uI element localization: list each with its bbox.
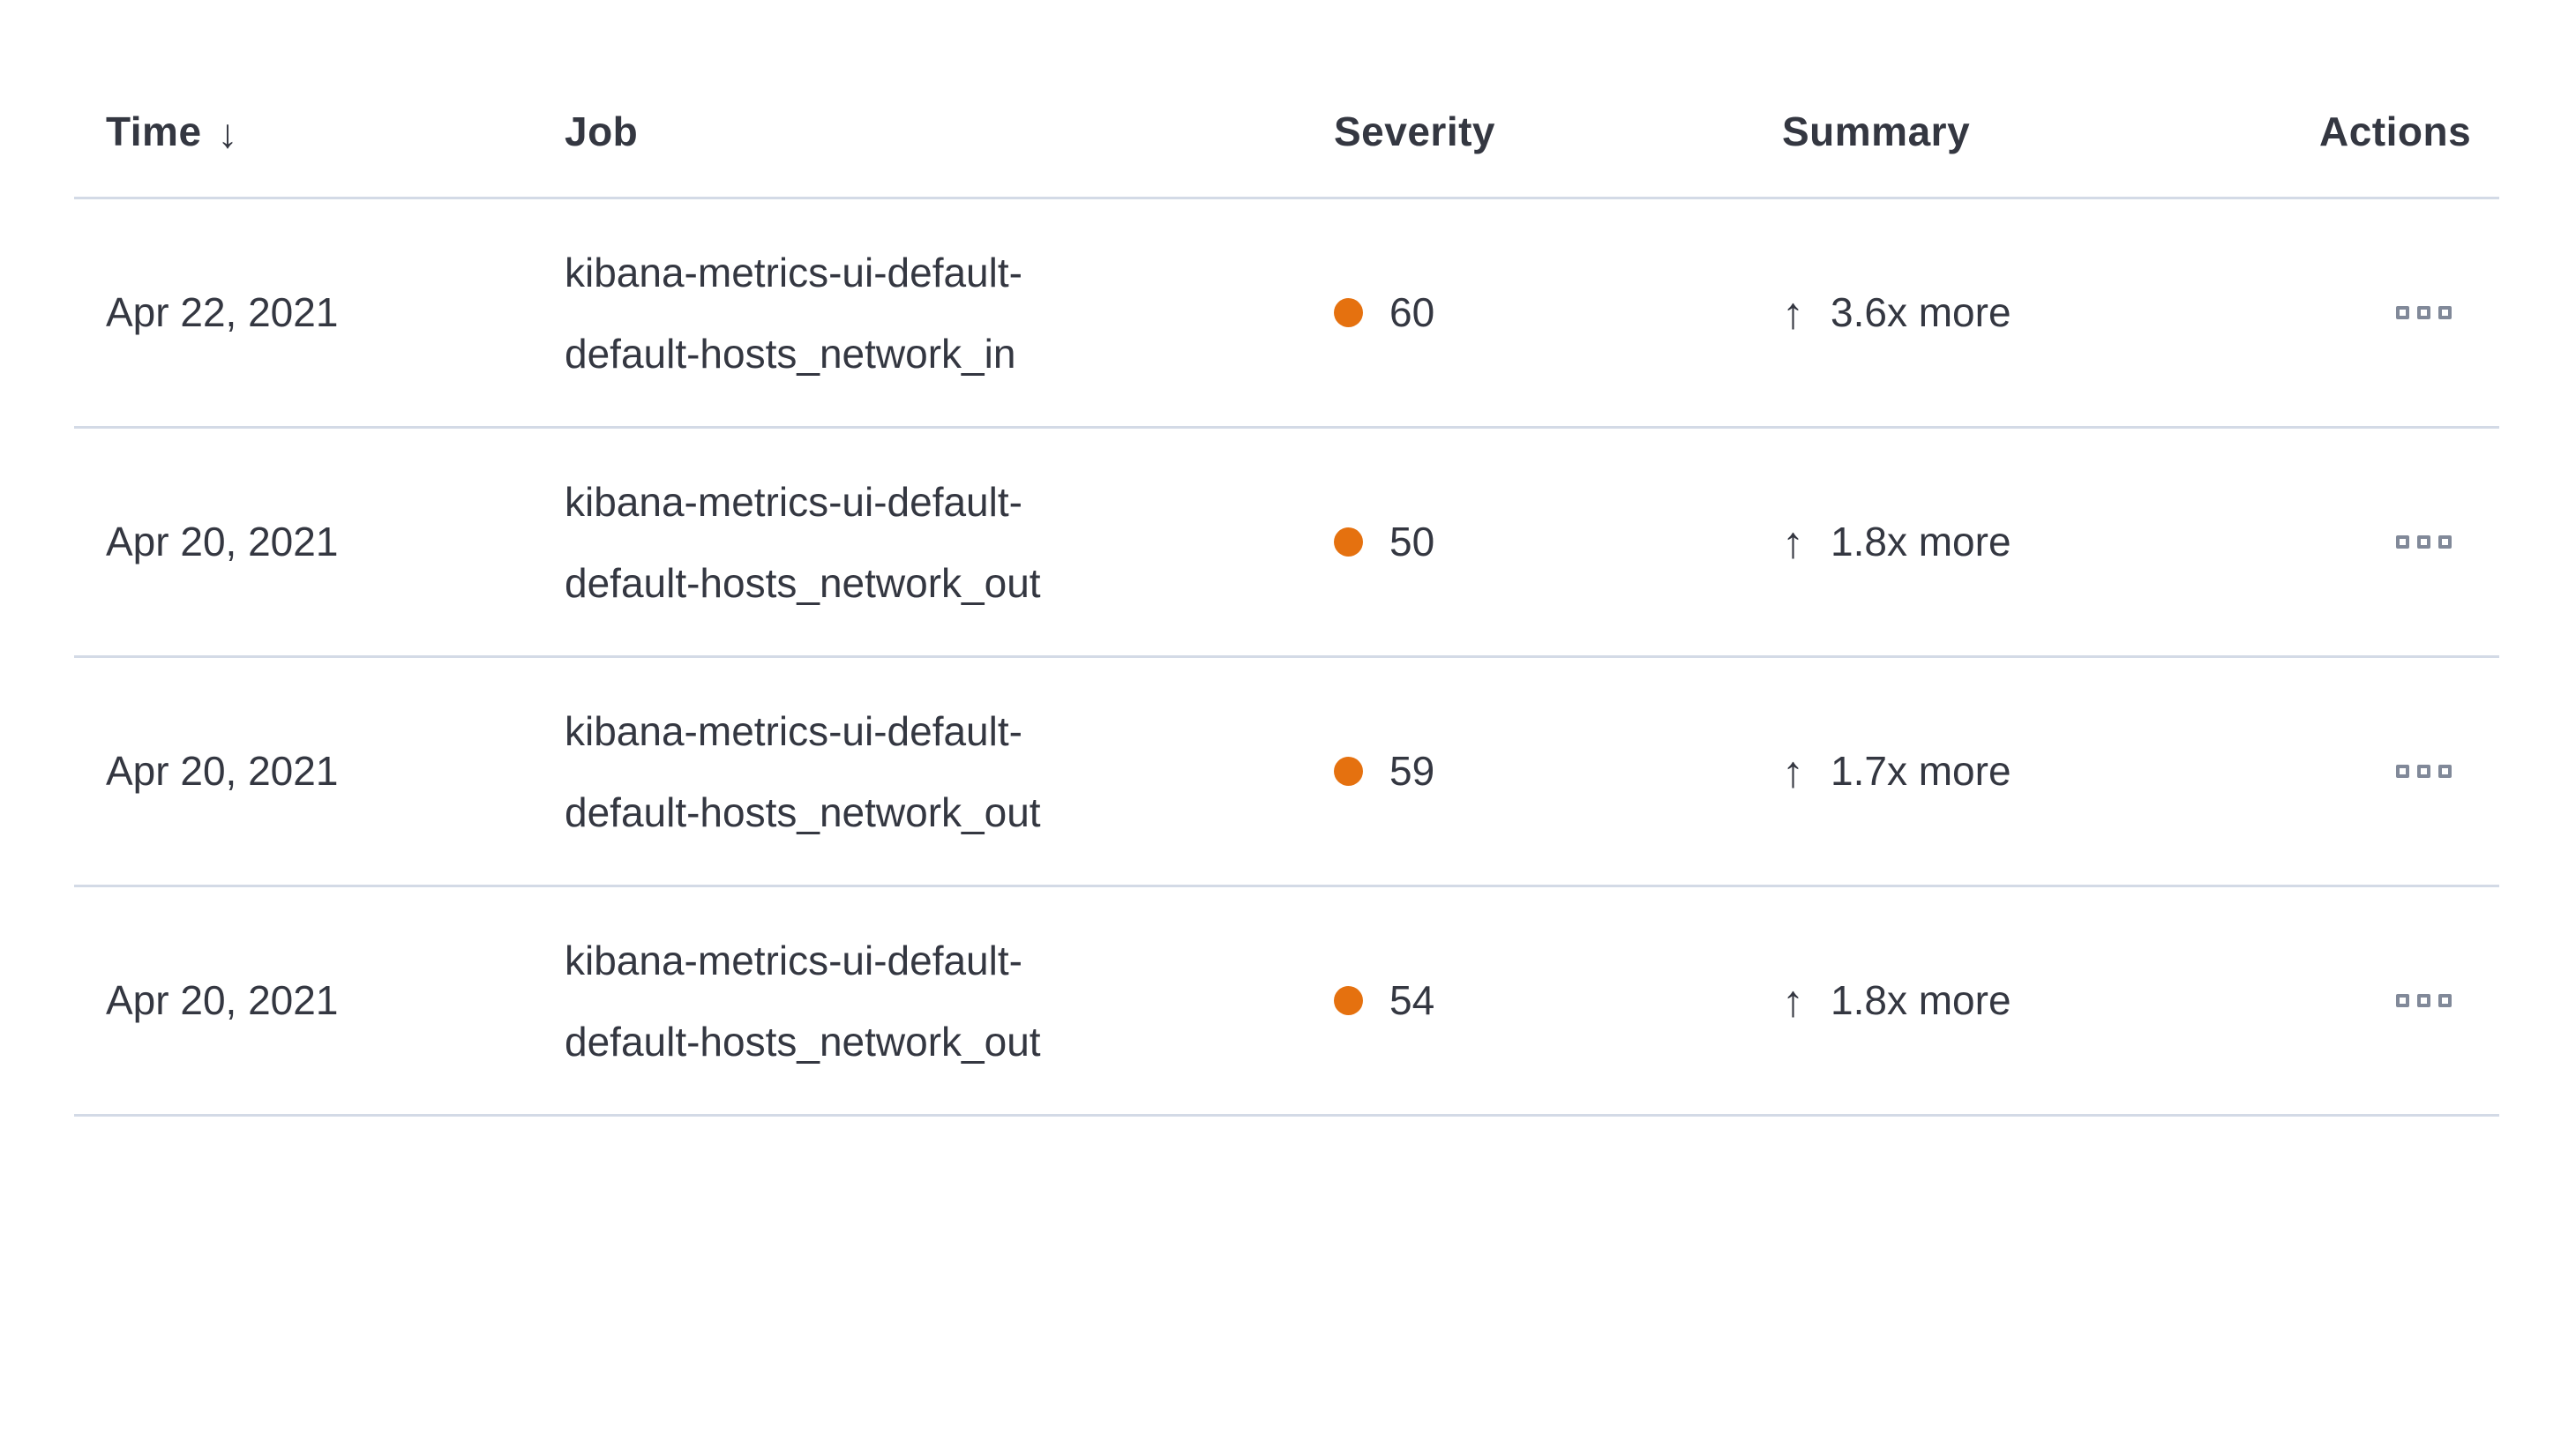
table-row: Apr 20, 2021 kibana-metrics-ui-default-d… <box>74 658 2499 887</box>
time-cell: Apr 20, 2021 <box>74 518 533 566</box>
severity-score: 54 <box>1389 976 1435 1023</box>
column-header-actions: Actions <box>2288 42 2499 155</box>
job-id: kibana-metrics-ui-default-default-hosts_… <box>565 478 1041 606</box>
table-header-row: Time ↓ Job Severity Summary Actions <box>74 0 2499 199</box>
severity-cell: 54 <box>1309 976 1750 1025</box>
job-id: kibana-metrics-ui-default-default-hosts_… <box>565 707 1041 835</box>
summary-text: 1.7x more <box>1831 747 2011 794</box>
severity-dot-icon <box>1334 527 1363 557</box>
boxes-horizontal-icon <box>2438 994 2452 1007</box>
severity-cell: 50 <box>1309 518 1750 566</box>
boxes-horizontal-icon <box>2396 994 2409 1007</box>
column-header-severity: Severity <box>1309 42 1750 155</box>
boxes-horizontal-icon <box>2396 765 2409 778</box>
boxes-horizontal-icon <box>2417 994 2430 1007</box>
severity-cell: 60 <box>1309 288 1750 337</box>
actions-cell <box>2288 759 2499 783</box>
time-cell: Apr 20, 2021 <box>74 976 533 1025</box>
severity-dot-icon <box>1334 298 1363 327</box>
trend-up-icon: ↑ <box>1782 746 1804 796</box>
time-cell: Apr 22, 2021 <box>74 288 533 337</box>
severity-cell: 59 <box>1309 747 1750 796</box>
summary-cell: ↑ 1.8x more <box>1750 516 2288 569</box>
row-actions-button[interactable] <box>2391 301 2457 325</box>
job-id: kibana-metrics-ui-default-default-hosts_… <box>565 937 1041 1065</box>
trend-up-icon: ↑ <box>1782 517 1804 567</box>
trend-up-icon: ↑ <box>1782 975 1804 1026</box>
job-cell: kibana-metrics-ui-default-default-hosts_… <box>533 920 1309 1082</box>
time-value: Apr 22, 2021 <box>106 288 339 335</box>
table-row: Apr 20, 2021 kibana-metrics-ui-default-d… <box>74 887 2499 1117</box>
severity-score: 50 <box>1389 518 1435 564</box>
job-cell: kibana-metrics-ui-default-default-hosts_… <box>533 461 1309 624</box>
column-header-job: Job <box>533 42 1309 155</box>
severity-score: 60 <box>1389 288 1435 335</box>
column-header-severity-label: Severity <box>1334 108 1496 154</box>
boxes-horizontal-icon <box>2438 765 2452 778</box>
job-id: kibana-metrics-ui-default-default-hosts_… <box>565 249 1022 377</box>
anomalies-table: Time ↓ Job Severity Summary Actions Apr … <box>74 0 2499 1117</box>
severity-score: 59 <box>1389 747 1435 794</box>
table-row: Apr 22, 2021 kibana-metrics-ui-default-d… <box>74 199 2499 429</box>
boxes-horizontal-icon <box>2417 535 2430 549</box>
boxes-horizontal-icon <box>2417 306 2430 319</box>
row-actions-button[interactable] <box>2391 759 2457 783</box>
column-header-summary: Summary <box>1750 42 2288 155</box>
table-body: Apr 22, 2021 kibana-metrics-ui-default-d… <box>74 199 2499 1117</box>
job-cell: kibana-metrics-ui-default-default-hosts_… <box>533 232 1309 394</box>
summary-text: 3.6x more <box>1831 288 2011 335</box>
time-cell: Apr 20, 2021 <box>74 747 533 796</box>
trend-up-icon: ↑ <box>1782 288 1804 338</box>
boxes-horizontal-icon <box>2438 306 2452 319</box>
boxes-horizontal-icon <box>2396 535 2409 549</box>
summary-cell: ↑ 1.8x more <box>1750 975 2288 1028</box>
actions-cell <box>2288 530 2499 554</box>
row-actions-button[interactable] <box>2391 530 2457 554</box>
table-row: Apr 20, 2021 kibana-metrics-ui-default-d… <box>74 429 2499 658</box>
summary-cell: ↑ 1.7x more <box>1750 745 2288 798</box>
boxes-horizontal-icon <box>2417 765 2430 778</box>
summary-cell: ↑ 3.6x more <box>1750 287 2288 340</box>
time-value: Apr 20, 2021 <box>106 518 339 564</box>
column-header-summary-label: Summary <box>1782 108 1971 154</box>
column-header-job-label: Job <box>565 108 639 154</box>
boxes-horizontal-icon <box>2396 306 2409 319</box>
actions-cell <box>2288 301 2499 325</box>
severity-dot-icon <box>1334 757 1363 786</box>
row-actions-button[interactable] <box>2391 989 2457 1013</box>
time-value: Apr 20, 2021 <box>106 976 339 1023</box>
column-header-actions-label: Actions <box>2319 108 2472 154</box>
summary-text: 1.8x more <box>1831 976 2011 1023</box>
job-cell: kibana-metrics-ui-default-default-hosts_… <box>533 691 1309 853</box>
actions-cell <box>2288 989 2499 1013</box>
summary-text: 1.8x more <box>1831 518 2011 564</box>
sort-desc-icon: ↓ <box>217 109 239 156</box>
boxes-horizontal-icon <box>2438 535 2452 549</box>
column-header-time-label: Time <box>106 108 202 154</box>
column-header-time[interactable]: Time ↓ <box>74 42 533 156</box>
time-value: Apr 20, 2021 <box>106 747 339 794</box>
severity-dot-icon <box>1334 986 1363 1015</box>
